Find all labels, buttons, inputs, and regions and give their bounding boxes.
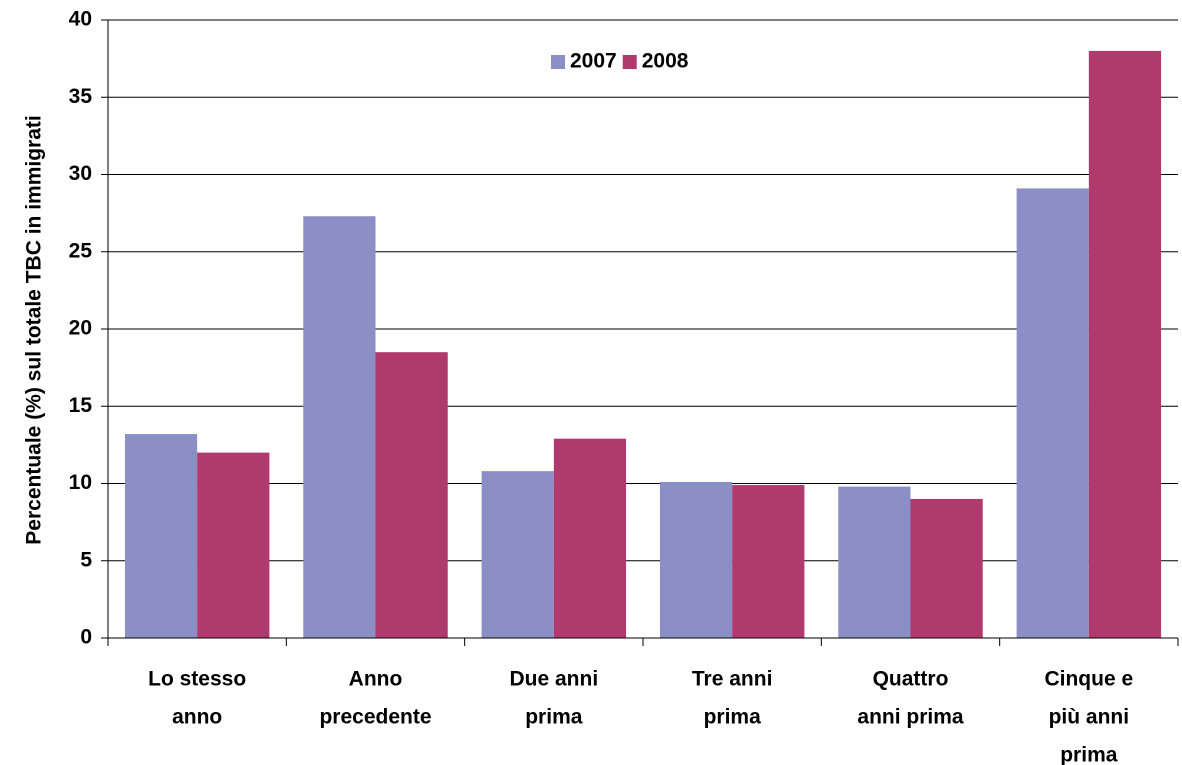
x-tick-label: più anni [1049, 706, 1130, 729]
x-tick-label: Due anni [509, 668, 598, 691]
bar [553, 438, 627, 638]
x-tick-label: prima [1060, 744, 1118, 765]
x-tick-label: precedente [319, 706, 431, 729]
y-axis-title: Percentuale (%) sul totale TBC in immigr… [23, 115, 46, 544]
bar [910, 498, 983, 638]
x-tick-label: Anno [349, 668, 403, 691]
x-tick-label: prima [704, 706, 762, 729]
legend-swatch [622, 55, 637, 69]
y-tick-label: 35 [69, 85, 93, 108]
x-tick-label: Lo stesso [148, 668, 246, 691]
legend-label: 2007 [570, 50, 617, 73]
x-tick-label: anno [172, 706, 222, 729]
bar [659, 481, 733, 638]
x-tick-label: Tre anni [692, 668, 773, 691]
bar [197, 452, 270, 638]
x-tick-label: Quattro [873, 668, 949, 691]
bar [1016, 188, 1089, 638]
x-tick-label: prima [525, 706, 583, 729]
bar [375, 352, 448, 638]
x-tick-label: anni prima [857, 706, 964, 729]
x-tick-label: Cinque e [1044, 668, 1133, 691]
y-tick-label: 25 [69, 239, 93, 262]
y-tick-label: 30 [69, 162, 92, 185]
y-tick-label: 20 [69, 317, 92, 340]
bar [481, 471, 554, 638]
y-tick-label: 15 [69, 394, 93, 417]
y-tick-label: 5 [80, 548, 92, 571]
bar [1088, 50, 1162, 638]
legend-swatch [551, 55, 565, 69]
y-tick-label: 40 [69, 8, 92, 31]
y-tick-label: 0 [80, 626, 92, 649]
y-tick-label: 10 [69, 471, 92, 494]
bar [732, 485, 805, 638]
bar [303, 216, 376, 638]
bar [124, 434, 198, 638]
bar [838, 486, 911, 638]
legend-label: 2008 [642, 50, 689, 73]
